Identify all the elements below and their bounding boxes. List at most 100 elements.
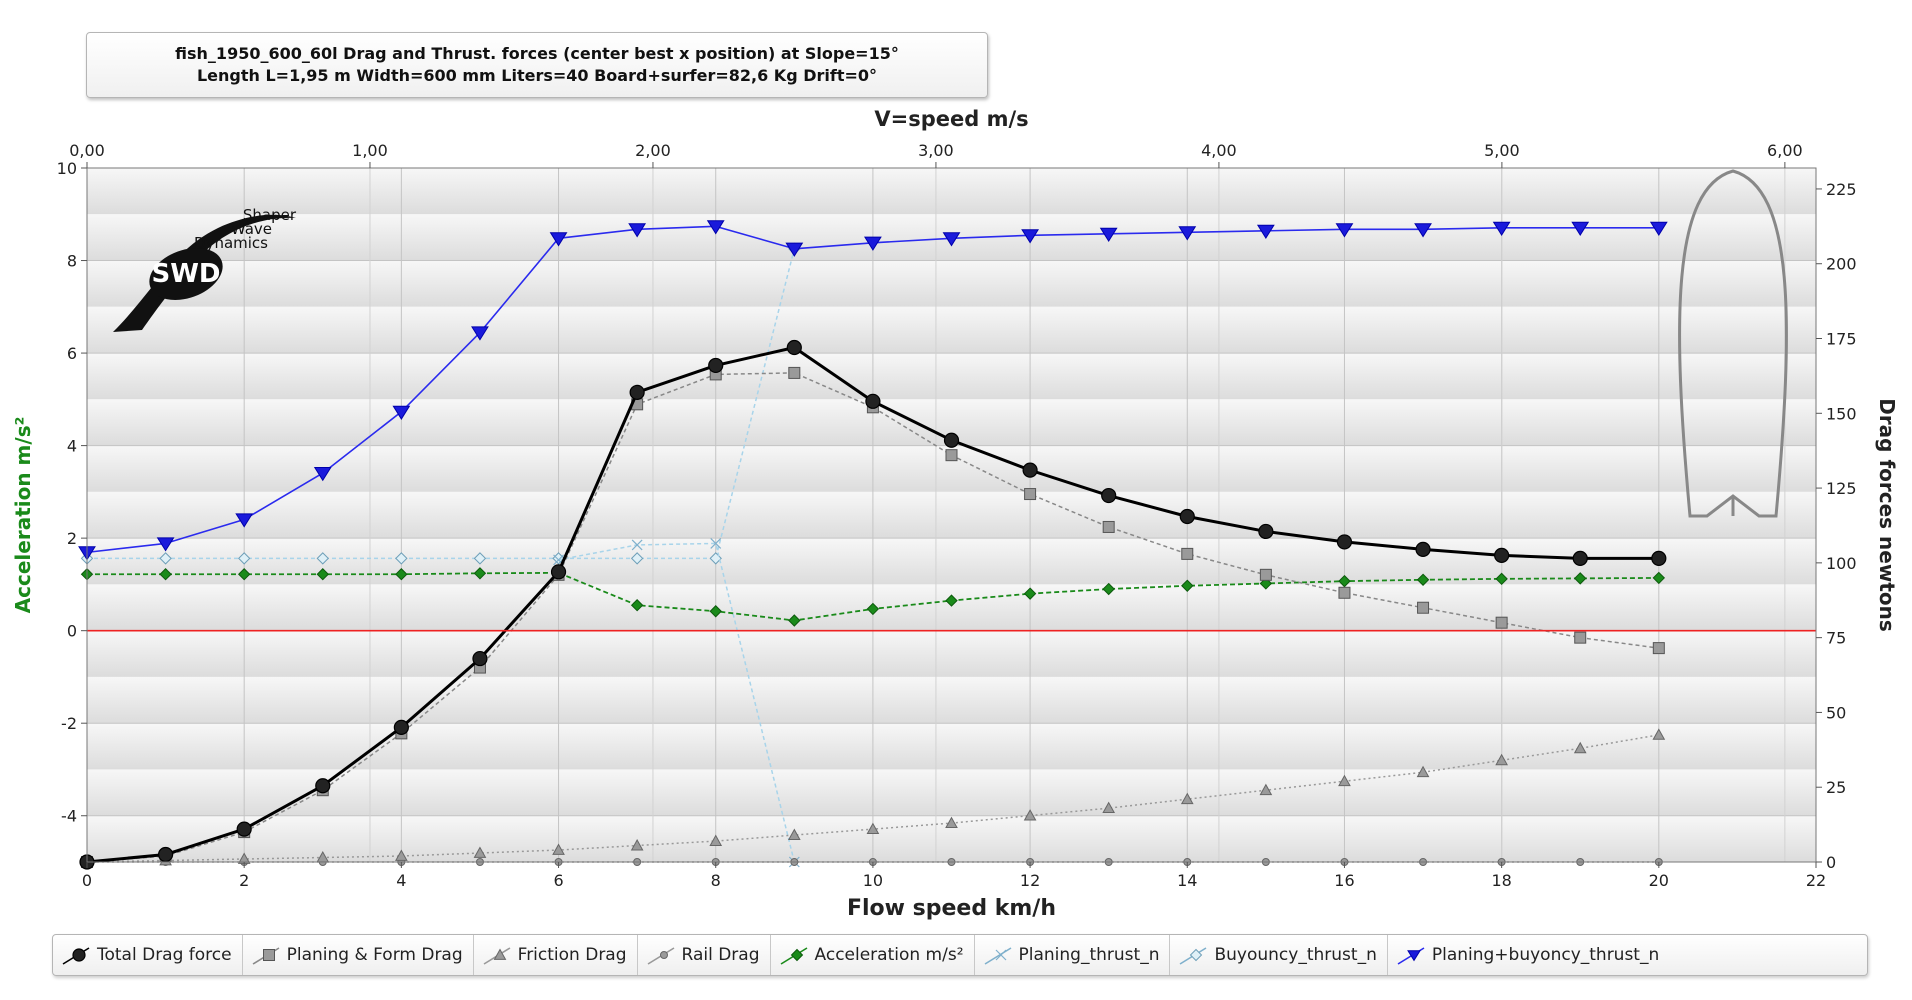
data-point-planing-buyoncy-thrust-n <box>1414 223 1432 238</box>
legend-swatch-icon <box>252 947 280 965</box>
x-tick-label: 18 <box>1491 871 1511 890</box>
grid-lines <box>86 167 1817 862</box>
x2-axis-label: V=speed m/s <box>874 107 1028 131</box>
legend-item-planing-buyoncy-thrust-n[interactable]: Planing+buyoncy_thrust_n <box>1388 935 1669 975</box>
data-point-planing-buyoncy-thrust-n <box>785 242 804 257</box>
series-acceleration-m-s <box>80 566 1666 627</box>
data-point-planing-buyoncy-thrust-n <box>1021 229 1039 244</box>
data-point-friction-drag <box>630 839 644 851</box>
x-tick-label: 6 <box>553 871 563 890</box>
y-left-tick-label: 10 <box>57 159 77 178</box>
series-line-planing-form-drag <box>86 372 1659 863</box>
marker-stroke <box>631 539 643 551</box>
data-point-friction-drag <box>1180 792 1194 805</box>
legend-item-rail-drag[interactable]: Rail Drag <box>638 935 771 975</box>
data-point-total-drag-force <box>1101 487 1117 504</box>
legend-label: Total Drag force <box>97 945 232 965</box>
plot-band <box>87 769 1816 816</box>
data-point-acceleration-m-s <box>788 614 801 627</box>
y-left-tick-label: 6 <box>67 344 77 363</box>
y-left-tick-label: 0 <box>67 622 77 641</box>
x2-tick-label: 1,00 <box>352 141 388 160</box>
legend-label: Buyouncy_thrust_n <box>1214 945 1377 965</box>
legend-swatch-icon <box>483 947 511 965</box>
x2-tick-label: 2,00 <box>635 141 671 160</box>
data-point-planing-form-drag <box>1338 586 1351 599</box>
legend-item-total-drag-force[interactable]: Total Drag force <box>53 935 243 975</box>
data-point-planing-buyoncy-thrust-n <box>706 220 725 235</box>
plot-band <box>87 676 1816 724</box>
series-planing-buyoncy-thrust-n <box>78 220 1668 561</box>
data-point-friction-drag <box>473 846 487 858</box>
legend-swatch-icon <box>1180 947 1207 965</box>
legend-item-friction-drag[interactable]: Friction Drag <box>474 935 638 975</box>
x-tick-label: 14 <box>1177 871 1197 890</box>
data-point-acceleration-m-s <box>1338 574 1351 588</box>
legend-label: Friction Drag <box>517 945 627 965</box>
legend-swatch-marker <box>659 951 668 959</box>
data-point-acceleration-m-s <box>866 602 880 616</box>
data-point-acceleration-m-s <box>473 567 487 580</box>
data-point-friction-drag <box>1573 741 1587 754</box>
data-point-planing-buyoncy-thrust-n <box>1571 221 1590 236</box>
legend-swatch-icon <box>62 947 90 965</box>
data-point-friction-drag <box>1259 783 1273 796</box>
data-point-total-drag-force <box>315 778 331 794</box>
data-point-planing-buyoncy-thrust-n <box>235 513 254 528</box>
data-point-acceleration-m-s <box>395 568 408 581</box>
legend-swatch-marker <box>1190 948 1203 962</box>
axes: 0 2 4 6 8 10 12 14 16 18 20 220,00 1,00 2,00 3,00 4,00 5… <box>11 107 1899 921</box>
y-right-tick-label: 150 <box>1826 404 1857 423</box>
data-point-acceleration-m-s <box>159 568 172 581</box>
legend-item-planing-thrust-n[interactable]: Planing_thrust_n <box>975 935 1171 975</box>
legend-item-acceleration-m-s[interactable]: Acceleration m/s² <box>771 935 975 975</box>
board-outline-icon <box>1678 169 1788 518</box>
chart-subtitle: Length L=1,95 m Width=600 mm Liters=40 B… <box>196 66 878 85</box>
marker-stroke <box>995 949 1006 961</box>
data-point-planing-form-drag <box>1102 520 1115 533</box>
data-point-friction-drag <box>1023 809 1037 821</box>
data-point-acceleration-m-s <box>630 599 644 612</box>
data-point-friction-drag <box>1102 801 1116 814</box>
y-left-tick-label: 8 <box>67 252 77 271</box>
legend-swatch-marker <box>790 948 803 962</box>
legend-swatch-marker <box>493 948 507 960</box>
legend-label: Acceleration m/s² <box>814 945 964 965</box>
plot-band <box>87 168 1816 215</box>
data-point-buyouncy-thrust-n <box>630 552 644 565</box>
data-point-planing-buyoncy-thrust-n <box>1178 226 1197 241</box>
y-right-tick-label: 200 <box>1826 255 1857 274</box>
data-point-total-drag-force <box>865 393 881 409</box>
x-tick-label: 10 <box>863 871 883 890</box>
legend-swatch-icon <box>1397 947 1425 965</box>
y-right-tick-label: 75 <box>1826 629 1846 648</box>
data-point-total-drag-force <box>1336 534 1353 550</box>
legend-swatch-marker <box>1406 950 1421 962</box>
data-point-planing-buyoncy-thrust-n <box>156 537 175 552</box>
plot-band <box>87 630 1816 677</box>
data-point-buyouncy-thrust-n <box>316 552 329 565</box>
legend-item-planing-form-drag[interactable]: Planing & Form Drag <box>243 935 474 975</box>
data-point-buyouncy-thrust-n <box>237 552 251 565</box>
logo-line3: Dynamics <box>194 234 268 252</box>
legend-swatch-icon <box>780 947 807 965</box>
plot-band <box>87 353 1816 400</box>
data-point-friction-drag <box>787 828 801 840</box>
x-tick-label: 8 <box>711 871 721 890</box>
data-point-total-drag-force <box>1494 547 1510 563</box>
x-tick-label: 22 <box>1806 871 1826 890</box>
data-point-planing-form-drag <box>1574 631 1587 644</box>
data-point-acceleration-m-s <box>1102 582 1115 596</box>
marker-stroke <box>553 554 564 566</box>
plot-background <box>87 168 1816 862</box>
data-point-planing-form-drag <box>945 449 958 462</box>
x2-tick-label: 5,00 <box>1484 141 1520 160</box>
data-point-total-drag-force <box>943 432 960 448</box>
legend-item-buyouncy-thrust-n[interactable]: Buyouncy_thrust_n <box>1170 935 1388 975</box>
legend-swatch-icon <box>647 947 674 965</box>
y-left-axis-label: Acceleration m/s² <box>11 417 35 614</box>
data-point-planing-buyoncy-thrust-n <box>471 326 489 341</box>
x2-tick-label: 0,00 <box>69 141 105 160</box>
legend-label: Planing+buyoncy_thrust_n <box>1431 945 1660 965</box>
plot-border <box>86 167 1817 863</box>
